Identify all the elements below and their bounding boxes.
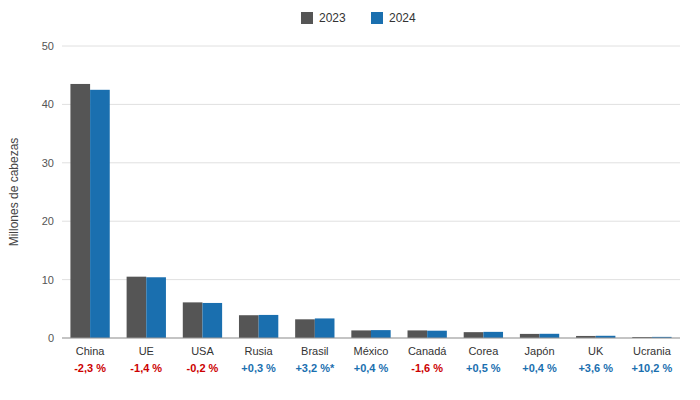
change-label: -1,6 %	[411, 362, 443, 374]
bars	[70, 84, 671, 338]
x-tick-label: USA	[191, 345, 214, 357]
bar	[146, 277, 166, 338]
legend: 2023 2024	[301, 11, 416, 25]
bar	[540, 334, 560, 338]
bar	[351, 330, 371, 338]
change-label: +0,4 %	[354, 362, 389, 374]
grid-line	[62, 338, 680, 339]
x-tick-label: China	[76, 345, 106, 357]
chart-svg: 0 10 20 30 40 50 Millones de cabezas China UE USA…	[0, 0, 700, 400]
y-axis-label: Millones de cabezas	[7, 138, 21, 247]
y-tick-label: 20	[42, 215, 54, 227]
bar	[127, 277, 147, 338]
x-tick-label: UE	[139, 345, 154, 357]
x-tick-label: México	[354, 345, 389, 357]
y-tick-label: 10	[42, 274, 54, 286]
bar	[464, 332, 484, 338]
x-tick-label: UK	[588, 345, 604, 357]
grid-line	[62, 104, 680, 105]
x-tick-label: Canadá	[408, 345, 447, 357]
x-tick-label: Brasil	[301, 345, 329, 357]
bar	[483, 332, 503, 338]
x-tick-label: Japón	[525, 345, 555, 357]
legend-swatch	[371, 12, 383, 24]
bar	[295, 319, 315, 338]
change-label: -2,3 %	[74, 362, 106, 374]
chart-container: 0 10 20 30 40 50 Millones de cabezas China UE USA…	[0, 0, 700, 400]
bar	[202, 303, 222, 338]
change-label: +10,2 %	[632, 362, 673, 374]
change-label: +3,2 %*	[295, 362, 335, 374]
bar	[371, 330, 391, 338]
change-label: +0,5 %	[466, 362, 501, 374]
grid-line	[62, 221, 680, 222]
legend-label: 2023	[319, 11, 346, 25]
x-labels: China UE USA Rusia Brasil México Canadá Corea Ja…	[76, 345, 672, 357]
change-label: +0,4 %	[522, 362, 557, 374]
bar	[70, 84, 90, 338]
change-label: +0,3 %	[241, 362, 276, 374]
bar	[239, 315, 259, 338]
bar	[408, 330, 428, 338]
bar	[315, 318, 335, 338]
y-tick-label: 0	[48, 332, 54, 344]
bar	[183, 302, 203, 338]
change-label: +3,6 %	[578, 362, 613, 374]
grid-line	[62, 162, 680, 163]
y-grid: 0 10 20 30 40 50	[42, 40, 680, 344]
x-tick-label: Corea	[468, 345, 499, 357]
annotations: -2,3 % -1,4 % -0,2 % +0,3 % +3,2 %* +0,4 % -1,…	[74, 362, 672, 374]
legend-label: 2024	[389, 11, 416, 25]
x-axis-line	[62, 338, 680, 339]
x-tick-label: Rusia	[245, 345, 274, 357]
bar	[90, 90, 110, 338]
x-tick-label: Ucrania	[633, 345, 672, 357]
bar	[520, 334, 540, 338]
grid-line	[62, 46, 680, 47]
series-1	[90, 90, 671, 338]
y-tick-label: 40	[42, 98, 54, 110]
bar	[427, 331, 447, 338]
change-label: -0,2 %	[187, 362, 219, 374]
y-tick-label: 30	[42, 157, 54, 169]
series-0	[70, 84, 651, 338]
y-tick-label: 50	[42, 40, 54, 52]
legend-swatch	[301, 12, 313, 24]
change-label: -1,4 %	[130, 362, 162, 374]
bar	[259, 315, 279, 338]
